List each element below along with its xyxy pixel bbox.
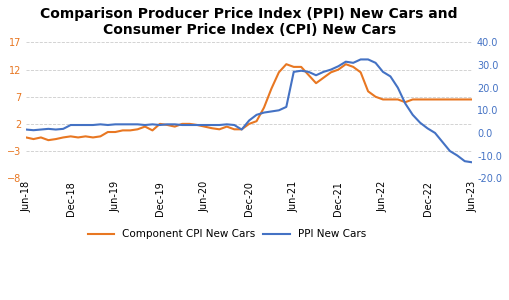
Title: Comparison Producer Price Index (PPI) New Cars and
Consumer Price Index (CPI) Ne: Comparison Producer Price Index (PPI) Ne… bbox=[40, 7, 458, 37]
PPI New Cars bbox=[127, 122, 133, 126]
Component CPI New Cars bbox=[425, 98, 431, 101]
Line: Component CPI New Cars: Component CPI New Cars bbox=[26, 64, 472, 140]
Component CPI New Cars bbox=[120, 129, 126, 132]
PPI New Cars bbox=[291, 70, 297, 74]
Component CPI New Cars bbox=[283, 62, 289, 66]
PPI New Cars bbox=[179, 123, 185, 127]
Component CPI New Cars bbox=[469, 98, 475, 101]
PPI New Cars bbox=[417, 121, 423, 124]
Component CPI New Cars bbox=[134, 128, 140, 131]
Component CPI New Cars bbox=[305, 73, 312, 77]
Legend: Component CPI New Cars, PPI New Cars: Component CPI New Cars, PPI New Cars bbox=[83, 225, 370, 244]
Component CPI New Cars bbox=[23, 136, 29, 139]
Component CPI New Cars bbox=[45, 138, 51, 142]
PPI New Cars bbox=[469, 160, 475, 164]
Component CPI New Cars bbox=[268, 87, 274, 90]
Line: PPI New Cars: PPI New Cars bbox=[26, 59, 472, 162]
PPI New Cars bbox=[358, 58, 364, 61]
PPI New Cars bbox=[23, 128, 29, 131]
PPI New Cars bbox=[261, 111, 267, 114]
PPI New Cars bbox=[112, 122, 118, 126]
Component CPI New Cars bbox=[187, 122, 193, 126]
